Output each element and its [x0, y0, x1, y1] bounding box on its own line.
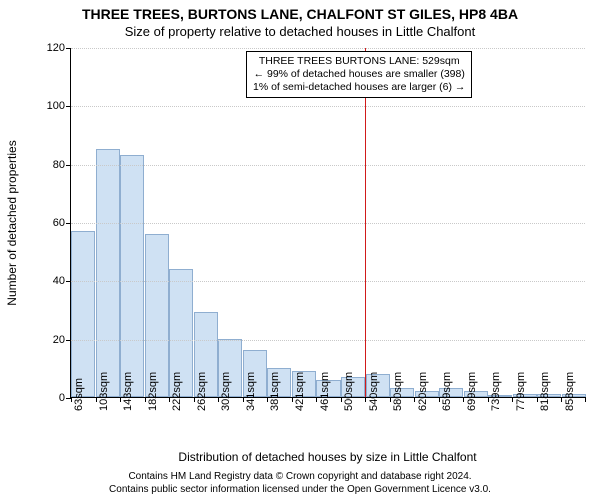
xtick-mark — [71, 397, 72, 402]
xtick-mark — [561, 397, 562, 402]
histogram-bar — [96, 149, 120, 397]
ytick-label: 20 — [35, 334, 65, 346]
gridline — [71, 223, 585, 224]
annotation-line: 1% of semi-detached houses are larger (6… — [253, 81, 465, 94]
xtick-mark — [512, 397, 513, 402]
xtick-mark — [218, 397, 219, 402]
ytick-label: 0 — [35, 392, 65, 404]
xtick-mark — [145, 397, 146, 402]
xtick-mark — [414, 397, 415, 402]
xtick-mark — [537, 397, 538, 402]
xtick-mark — [120, 397, 121, 402]
gridline — [71, 340, 585, 341]
annotation-line: THREE TREES BURTONS LANE: 529sqm — [253, 55, 465, 68]
gridline — [71, 281, 585, 282]
ytick-mark — [66, 165, 71, 166]
xtick-mark — [585, 397, 586, 402]
gridline — [71, 165, 585, 166]
plot-area: THREE TREES BURTONS LANE: 529sqm← 99% of… — [70, 48, 585, 398]
xtick-mark — [292, 397, 293, 402]
xtick-mark — [463, 397, 464, 402]
ytick-mark — [66, 340, 71, 341]
xtick-mark — [194, 397, 195, 402]
ytick-label: 60 — [35, 217, 65, 229]
ytick-mark — [66, 281, 71, 282]
xtick-mark — [390, 397, 391, 402]
ytick-mark — [66, 223, 71, 224]
footer-credit-1: Contains HM Land Registry data © Crown c… — [0, 471, 600, 482]
ytick-mark — [66, 106, 71, 107]
xtick-mark — [341, 397, 342, 402]
chart-container: { "title": "THREE TREES, BURTONS LANE, C… — [0, 0, 600, 500]
annotation-box: THREE TREES BURTONS LANE: 529sqm← 99% of… — [246, 51, 472, 98]
x-axis-label: Distribution of detached houses by size … — [70, 450, 585, 464]
footer-credit-2: Contains public sector information licen… — [0, 484, 600, 495]
xtick-mark — [169, 397, 170, 402]
y-axis-label: Number of detached properties — [5, 140, 19, 305]
annotation-line: ← 99% of detached houses are smaller (39… — [253, 68, 465, 81]
chart-subtitle: Size of property relative to detached ho… — [0, 24, 600, 39]
highlight-line — [365, 48, 366, 397]
chart-title: THREE TREES, BURTONS LANE, CHALFONT ST G… — [0, 6, 600, 22]
ytick-label: 120 — [35, 42, 65, 54]
xtick-mark — [365, 397, 366, 402]
xtick-mark — [96, 397, 97, 402]
xtick-mark — [488, 397, 489, 402]
histogram-bar — [120, 155, 144, 397]
gridline — [71, 48, 585, 49]
ytick-label: 40 — [35, 275, 65, 287]
ytick-mark — [66, 48, 71, 49]
xtick-mark — [243, 397, 244, 402]
ytick-label: 80 — [35, 159, 65, 171]
ytick-label: 100 — [35, 100, 65, 112]
xtick-mark — [439, 397, 440, 402]
histogram-bar — [71, 231, 95, 397]
gridline — [71, 106, 585, 107]
xtick-mark — [316, 397, 317, 402]
